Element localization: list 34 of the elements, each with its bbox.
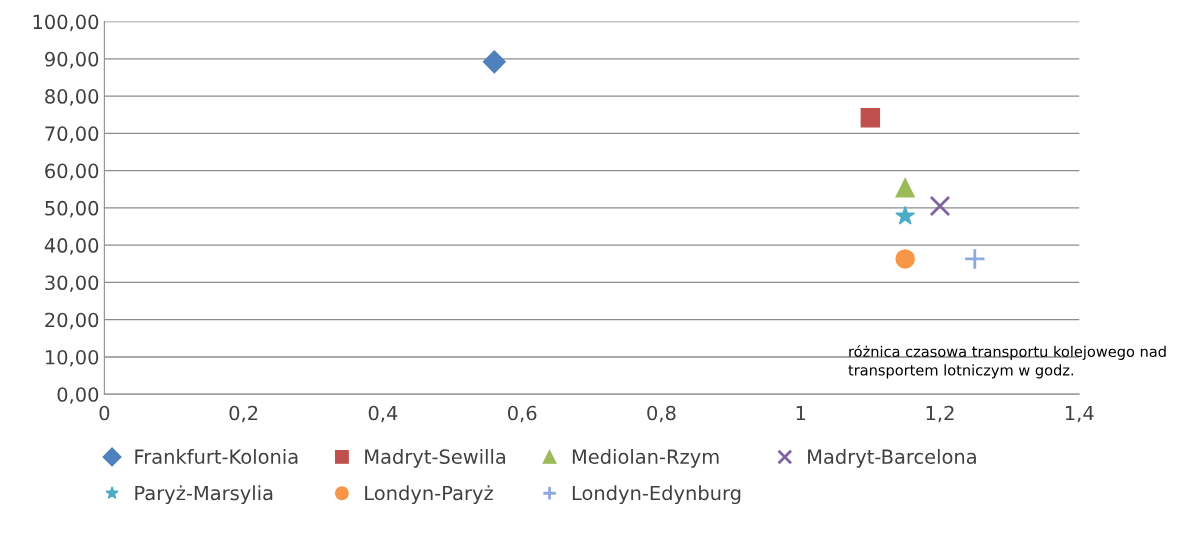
legend-label: Madryt-Barcelona	[808, 448, 976, 468]
y-tick-label: 50,00	[45, 200, 99, 218]
y-tick-label: 40,00	[44, 238, 99, 255]
y-tick-label: 20,00	[45, 312, 99, 330]
y-tick-label: 0,00	[57, 387, 99, 404]
legend-label: Paryż-Marsylia	[135, 485, 273, 505]
y-tick-label: 70,00	[45, 126, 99, 144]
legend-label: Londyn-Edynburg	[572, 485, 741, 505]
x-tick-label: 1,2	[926, 405, 954, 423]
x-tick-label: 0	[99, 405, 110, 421]
y-tick-label: 10,00	[45, 349, 99, 367]
y-tick-label: 100,00	[33, 14, 99, 32]
legend-label: Londyn-Paryż	[365, 485, 493, 505]
y-tick-label: 90,00	[45, 51, 99, 69]
x-tick-label: 0,6	[508, 405, 537, 423]
point	[929, 195, 951, 217]
point	[895, 249, 915, 269]
y-tick-label: 30,00	[45, 275, 99, 293]
point	[482, 50, 506, 74]
legend-label: Mediolan-Rzym	[572, 448, 719, 468]
point	[860, 108, 881, 128]
point	[963, 247, 986, 271]
point	[895, 205, 916, 225]
x-tick-label: 0,4	[368, 405, 398, 423]
legend-label: Frankfurt-Kolonia	[135, 448, 298, 465]
y-tick-label: 80,00	[45, 89, 99, 106]
point	[895, 178, 915, 198]
x-axis-title: różnica czasowa transportu kolejowego nad transportem lotniczym w godz.	[848, 345, 1166, 379]
legend-label: Madryt-Sewilla	[365, 448, 506, 468]
x-tick-label: 0,8	[647, 405, 676, 423]
x-tick-label: 1	[796, 405, 806, 421]
y-tick-label: 60,00	[45, 163, 99, 181]
x-tick-label: 0,2	[229, 405, 258, 423]
x-tick-label: 1,4	[1065, 405, 1094, 423]
